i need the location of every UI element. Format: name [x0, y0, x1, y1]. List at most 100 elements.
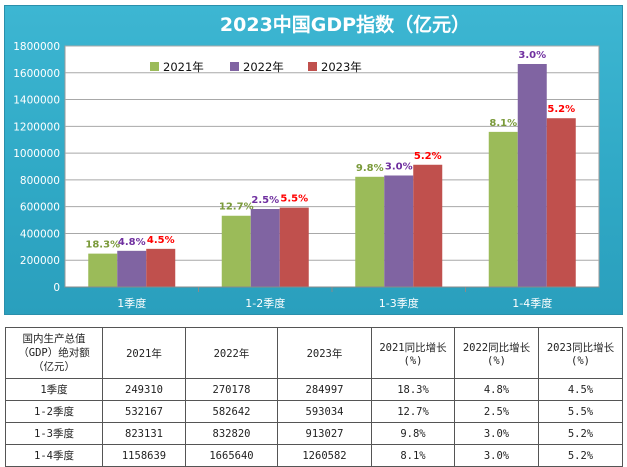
y-tick-label: 1000000 — [13, 148, 60, 160]
y-tick-label: 400000 — [20, 228, 60, 240]
table-cell: 5.2% — [538, 422, 623, 445]
table-header-cell: 2021年 — [102, 327, 186, 379]
bar — [250, 208, 280, 287]
y-tick-label: 800000 — [20, 175, 60, 187]
header-line: 2022同比增长 — [462, 341, 531, 354]
y-tick-label: 1600000 — [13, 68, 60, 80]
bar — [488, 131, 518, 287]
y-tick-label: 1800000 — [13, 41, 60, 53]
data-label: 8.1% — [489, 118, 517, 129]
legend-label: 2022年 — [243, 60, 284, 74]
table-cell: 3.0% — [454, 422, 539, 445]
data-label: 12.7% — [219, 202, 254, 213]
header-line: (%) — [571, 354, 590, 367]
table-cell: 1-2季度 — [5, 400, 103, 423]
y-tick-label: 200000 — [20, 255, 60, 267]
table-cell: 1158639 — [102, 444, 186, 467]
data-label: 3.0% — [518, 50, 546, 61]
bar — [117, 250, 147, 287]
data-label: 2.5% — [251, 195, 279, 206]
header-line: （GDP）绝对额 — [18, 347, 90, 359]
table-header-cell: 2022年 — [185, 327, 278, 379]
bar — [146, 248, 176, 287]
x-tick-label: 1-2季度 — [245, 296, 285, 310]
table-cell: 9.8% — [371, 422, 455, 445]
bar — [88, 253, 118, 287]
bar — [413, 164, 443, 287]
table-row: 1-2季度 532167 582642 593034 12.7% 2.5% 5.… — [5, 400, 623, 423]
table-header-row: 国内生产总值 （GDP）绝对额 （亿元） 2021年 2022年 2023年 2… — [5, 327, 623, 379]
table-header-cell: 2023同比增长 (%) — [538, 327, 623, 379]
table-cell: 532167 — [102, 400, 186, 423]
bar — [517, 63, 547, 287]
header-line: 国内生产总值 — [22, 333, 86, 345]
table-cell: 832820 — [185, 422, 278, 445]
header-line: (%) — [487, 354, 506, 367]
table-row: 1-3季度 823131 832820 913027 9.8% 3.0% 5.2… — [5, 422, 623, 445]
table-cell: 3.0% — [454, 444, 539, 467]
data-label: 5.5% — [280, 194, 308, 205]
table-cell: 1665640 — [185, 444, 278, 467]
header-line: （亿元） — [33, 361, 75, 373]
data-label: 5.2% — [414, 151, 442, 162]
chart-title: 2023中国GDP指数（亿元） — [220, 13, 470, 36]
table-cell: 5.5% — [538, 400, 623, 423]
header-line: 2021同比增长 — [379, 341, 447, 354]
y-tick-label: 600000 — [20, 202, 60, 214]
table-cell: 1-3季度 — [5, 422, 103, 445]
data-table: 国内生产总值 （GDP）绝对额 （亿元） 2021年 2022年 2023年 2… — [5, 327, 623, 467]
legend-label: 2021年 — [163, 60, 204, 74]
table-cell: 823131 — [102, 422, 186, 445]
bar — [279, 207, 309, 287]
table-header-cell: 国内生产总值 （GDP）绝对额 （亿元） — [5, 327, 103, 379]
table-row: 1-4季度 1158639 1665640 1260582 8.1% 3.0% … — [5, 444, 623, 467]
table-cell: 4.8% — [454, 378, 539, 401]
bar — [546, 118, 576, 287]
data-label: 5.2% — [547, 104, 575, 115]
table-cell: 1季度 — [5, 378, 103, 401]
legend-swatch — [150, 62, 159, 71]
legend-swatch — [230, 62, 239, 71]
header-line: (%) — [403, 354, 423, 367]
table-header-cell: 2023年 — [277, 327, 372, 379]
chart-panel: 2023中国GDP指数（亿元） 0 200000 400000 600000 800000… — [4, 5, 623, 315]
table-header-cell: 2021同比增长 (%) — [371, 327, 455, 379]
table-cell: 270178 — [185, 378, 278, 401]
table-header-cell: 2022同比增长 (%) — [454, 327, 539, 379]
table-cell: 249310 — [102, 378, 186, 401]
x-tick-label: 1-4季度 — [512, 296, 552, 310]
bar — [355, 176, 385, 287]
header-line: 2023年 — [306, 347, 343, 360]
data-label: 9.8% — [356, 163, 384, 174]
table-cell: 5.2% — [538, 444, 623, 467]
x-tick-label: 1-3季度 — [379, 296, 419, 310]
table-cell: 913027 — [277, 422, 372, 445]
bar — [221, 215, 251, 287]
table-cell: 1260582 — [277, 444, 372, 467]
table-cell: 1-4季度 — [5, 444, 103, 467]
header-line: 2021年 — [126, 347, 162, 360]
table-cell: 4.5% — [538, 378, 623, 401]
table-cell: 593034 — [277, 400, 372, 423]
data-label: 3.0% — [385, 161, 413, 172]
y-tick-label: 0 — [53, 282, 60, 294]
table-cell: 12.7% — [371, 400, 455, 423]
y-tick-label: 1200000 — [13, 121, 60, 133]
data-label: 4.8% — [118, 237, 146, 248]
bar-chart: 2023中国GDP指数（亿元） 0 200000 400000 600000 800000… — [13, 13, 600, 310]
table-cell: 18.3% — [371, 378, 455, 401]
data-label: 4.5% — [147, 235, 175, 246]
table-cell: 284997 — [277, 378, 372, 401]
bar — [384, 175, 414, 287]
table-cell: 2.5% — [454, 400, 539, 423]
table-cell: 582642 — [185, 400, 278, 423]
header-line: 2023同比增长 — [546, 341, 615, 354]
y-tick-label: 1400000 — [13, 95, 60, 107]
legend-swatch — [308, 62, 317, 71]
x-tick-label: 1季度 — [117, 296, 146, 310]
table-cell: 8.1% — [371, 444, 455, 467]
legend-label: 2023年 — [321, 60, 362, 74]
data-label: 18.3% — [85, 240, 120, 251]
table-row: 1季度 249310 270178 284997 18.3% 4.8% 4.5% — [5, 378, 623, 401]
header-line: 2022年 — [213, 347, 250, 360]
